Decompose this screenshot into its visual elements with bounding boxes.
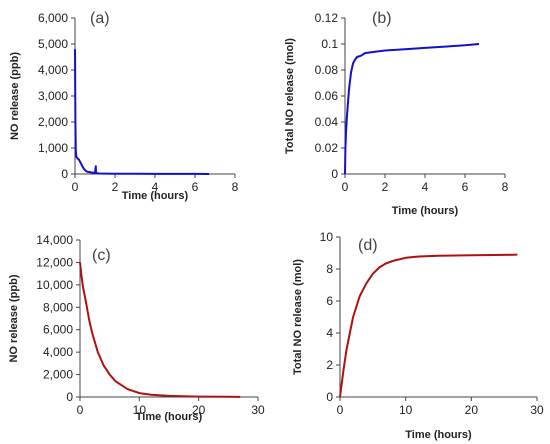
y-tick-label: 8,000 <box>43 300 73 314</box>
y-tick-label: 0 <box>331 167 338 181</box>
series-line-0 <box>339 253 518 398</box>
x-tick-label: 30 <box>530 403 544 417</box>
y-tick-label: 0.12 <box>315 11 339 25</box>
x-tick-label: 0 <box>342 180 349 194</box>
y-tick-label: 3,000 <box>38 89 68 103</box>
y-tick-label: 6,000 <box>38 11 68 25</box>
x-axis-label: Time (hours) <box>405 429 472 441</box>
y-tick-label: 14,000 <box>36 233 73 247</box>
x-axis-label: Time (hours) <box>392 205 459 217</box>
x-tick-label: 6 <box>192 180 199 194</box>
x-tick-label: 4 <box>152 180 159 194</box>
x-tick-label: 10 <box>133 403 147 417</box>
y-tick-label: 0 <box>326 390 333 404</box>
y-tick-label: 0.06 <box>315 89 339 103</box>
x-tick-label: 10 <box>399 403 413 417</box>
panel-label: (b) <box>372 10 392 27</box>
y-tick-label: 2,000 <box>38 115 68 129</box>
y-axis-label: NO release (ppb) <box>8 274 20 362</box>
y-tick-label: 4,000 <box>43 345 73 359</box>
x-tick-label: 8 <box>232 180 239 194</box>
x-tick-label: 20 <box>465 403 479 417</box>
y-tick-label: 0.08 <box>315 63 339 77</box>
y-tick-label: 0 <box>66 390 73 404</box>
series-line-0 <box>79 262 241 398</box>
chart-panel-0: 0 1,000 2,000 3,000 4,000 5,000 6,000 0 2 4 6 8 Time… <box>9 10 239 202</box>
x-tick-label: 8 <box>502 180 509 194</box>
x-tick-label: 20 <box>192 403 206 417</box>
x-tick-label: 4 <box>422 180 429 194</box>
y-axis-label: Total NO release (mol) <box>284 38 296 154</box>
y-tick-label: 10,000 <box>36 278 73 292</box>
y-tick-label: 0.04 <box>315 115 339 129</box>
y-tick-label: 10 <box>320 230 334 244</box>
x-tick-label: 0 <box>77 403 84 417</box>
x-tick-label: 30 <box>251 403 265 417</box>
y-tick-label: 2 <box>326 358 333 372</box>
x-axis-label: Time (hours) <box>136 411 203 423</box>
y-tick-label: 8 <box>326 262 333 276</box>
x-tick-label: 2 <box>112 180 119 194</box>
x-tick-label: 6 <box>462 180 469 194</box>
chart-panel-3: 0 2 4 6 8 10 0 10 20 30 Time (hours) Total NO relea… <box>292 230 544 441</box>
x-tick-label: 0 <box>337 403 344 417</box>
y-tick-label: 2,000 <box>43 368 73 382</box>
series-line-0 <box>74 49 210 175</box>
panel-label: (c) <box>92 247 111 264</box>
y-tick-label: 6 <box>326 294 333 308</box>
y-tick-label: 0 <box>61 167 68 181</box>
panel-label: (d) <box>358 237 378 254</box>
y-tick-label: 0.02 <box>315 141 339 155</box>
y-tick-label: 6,000 <box>43 323 73 337</box>
series-line-0 <box>344 43 480 175</box>
y-tick-label: 5,000 <box>38 37 68 51</box>
y-tick-label: 0.1 <box>321 37 338 51</box>
y-axis-label: NO release (ppb) <box>9 52 21 140</box>
panel-label: (a) <box>90 10 110 27</box>
y-tick-label: 12,000 <box>36 255 73 269</box>
x-tick-label: 2 <box>382 180 389 194</box>
x-tick-label: 0 <box>72 180 79 194</box>
x-axis-label: Time (hours) <box>122 190 189 202</box>
y-tick-label: 1,000 <box>38 141 68 155</box>
y-axis-label: Total NO release (mol) <box>292 259 304 375</box>
chart-panel-1: 0 0.02 0.04 0.06 0.08 0.1 0.12 0 2 4 6 8 Time (hours… <box>284 10 509 217</box>
chart-panel-2: 0 2,000 4,000 6,000 8,000 10,000 12,000 14,000 0… <box>8 233 265 423</box>
y-tick-label: 4 <box>326 326 333 340</box>
y-tick-label: 4,000 <box>38 63 68 77</box>
